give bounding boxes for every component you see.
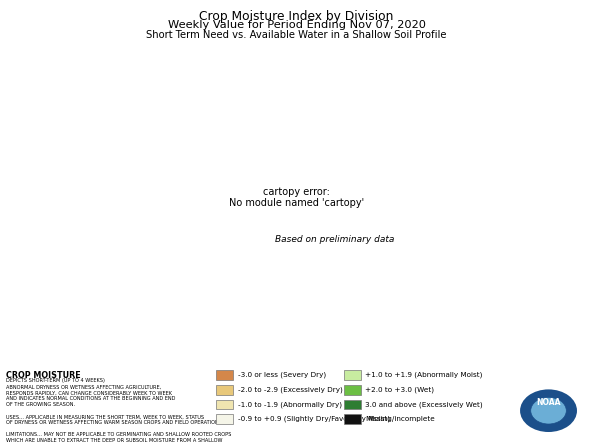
Text: -1.0 to -1.9 (Abnormally Dry): -1.0 to -1.9 (Abnormally Dry)	[238, 401, 342, 408]
Text: -3.0 or less (Severy Dry): -3.0 or less (Severy Dry)	[238, 372, 326, 378]
Text: 3.0 and above (Excessively Wet): 3.0 and above (Excessively Wet)	[365, 401, 483, 408]
Text: -0.9 to +0.9 (Slightly Dry/Favorably Moist): -0.9 to +0.9 (Slightly Dry/Favorably Moi…	[238, 416, 390, 422]
Text: Based on preliminary data: Based on preliminary data	[275, 235, 395, 244]
Text: -2.0 to -2.9 (Excessively Dry): -2.0 to -2.9 (Excessively Dry)	[238, 387, 343, 393]
Text: NOAA: NOAA	[536, 398, 561, 407]
Text: Weekly Value for Period Ending Nov 07, 2020: Weekly Value for Period Ending Nov 07, 2…	[167, 20, 426, 30]
Text: cartopy error:
No module named 'cartopy': cartopy error: No module named 'cartopy'	[229, 187, 364, 208]
Text: Missing/incomplete: Missing/incomplete	[365, 416, 435, 422]
Text: +1.0 to +1.9 (Abnormally Moist): +1.0 to +1.9 (Abnormally Moist)	[365, 372, 483, 378]
Text: Short Term Need vs. Available Water in a Shallow Soil Profile: Short Term Need vs. Available Water in a…	[146, 30, 447, 40]
Text: DEPICTS SHORT-TERM (UP TO 4 WEEKS)
ABNORMAL DRYNESS OR WETNESS AFFECTING AGRICUL: DEPICTS SHORT-TERM (UP TO 4 WEEKS) ABNOR…	[6, 378, 246, 444]
Text: Crop Moisture Index by Division: Crop Moisture Index by Division	[199, 10, 394, 23]
Text: +2.0 to +3.0 (Wet): +2.0 to +3.0 (Wet)	[365, 387, 434, 393]
Text: CROP MOISTURE: CROP MOISTURE	[6, 371, 81, 380]
